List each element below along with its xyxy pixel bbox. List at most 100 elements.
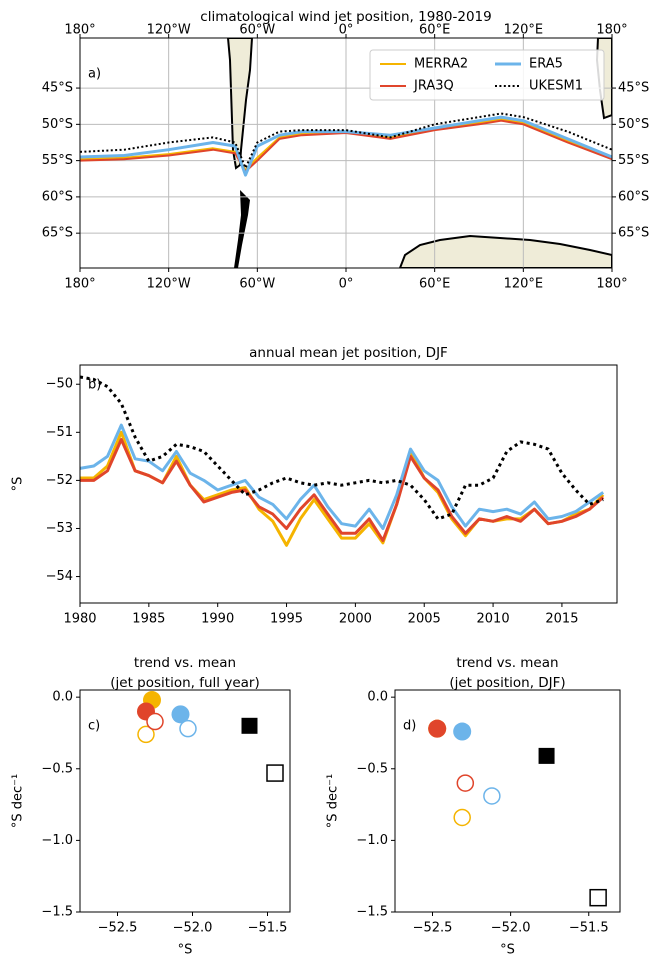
panel-label: d) (403, 719, 416, 734)
chart-title: trend vs. mean (456, 655, 558, 671)
x-tick-label: 120°E (504, 277, 544, 292)
y-tick-label: −1.0 (41, 833, 73, 848)
marker (179, 719, 197, 738)
y-tick-label: 45°S (42, 81, 73, 96)
x-tick-label: −51.5 (248, 921, 288, 936)
x-tick-label: 180° (596, 23, 627, 38)
y-axis-label: °S (11, 477, 26, 492)
x-tick-label: −52.0 (173, 921, 213, 936)
x-tick-label: 2000 (339, 612, 372, 627)
chart-title: trend vs. mean (134, 655, 236, 671)
marker (453, 808, 471, 827)
x-tick-label: 1995 (270, 612, 303, 627)
y-tick-label: −54 (46, 569, 73, 584)
chart-title: climatological wind jet position, 1980-2… (200, 9, 491, 25)
y-tick-label: 65°S (42, 226, 73, 241)
antarctica (398, 234, 612, 268)
x-tick-label: 60°E (419, 277, 450, 292)
chart-title: (jet position, DJF) (449, 675, 565, 691)
y-tick-label: −50 (46, 377, 73, 392)
marker (589, 888, 607, 907)
x-tick-label: −52.5 (413, 921, 453, 936)
marker (428, 719, 447, 738)
y-tick-label: −1.5 (356, 905, 388, 920)
series-line (80, 438, 605, 542)
legend-label: ERA5 (529, 57, 563, 72)
x-tick-label: −52.0 (491, 921, 531, 936)
x-tick-label: 2010 (477, 612, 510, 627)
x-tick-label: 120°E (504, 23, 544, 38)
chart-title: annual mean jet position, DJF (249, 345, 448, 361)
south-america (226, 38, 254, 170)
series-line (80, 112, 612, 169)
series-line (80, 430, 605, 547)
series-line (80, 118, 612, 172)
marker (538, 747, 555, 764)
marker (241, 717, 258, 734)
axes-frame (79, 689, 291, 913)
y-tick-label: 65°S (618, 226, 649, 241)
y-tick-label: 0.0 (367, 690, 388, 705)
marker (146, 712, 164, 731)
axes-frame (79, 364, 618, 604)
y-tick-label: 55°S (618, 153, 649, 168)
series-line (80, 119, 612, 173)
x-tick-label: 60°E (419, 23, 450, 38)
x-tick-label: 120°W (147, 23, 191, 38)
x-tick-label: 180° (64, 23, 95, 38)
chart-title: (jet position, full year) (110, 675, 259, 691)
x-tick-label: 120°W (147, 277, 191, 292)
y-tick-label: −0.5 (41, 761, 73, 776)
x-tick-label: 180° (596, 277, 627, 292)
antarctic-peninsula (234, 190, 250, 268)
marker (171, 705, 190, 724)
x-tick-label: 0° (339, 277, 354, 292)
marker (137, 725, 155, 744)
x-tick-label: 2015 (545, 612, 578, 627)
marker (453, 722, 472, 741)
x-tick-label: 60°W (239, 23, 275, 38)
legend-label: MERRA2 (414, 57, 468, 72)
y-tick-label: 55°S (42, 153, 73, 168)
panel-label: b) (88, 378, 101, 393)
y-tick-label: 60°S (618, 189, 649, 204)
legend-label: JRA3Q (413, 79, 454, 94)
y-tick-label: −52 (46, 473, 73, 488)
legend-box (369, 49, 605, 101)
axes-frame (394, 689, 621, 913)
y-axis-label: °S dec⁻¹ (11, 774, 26, 828)
y-tick-label: −1.5 (41, 905, 73, 920)
y-tick-label: −0.5 (356, 761, 388, 776)
marker (456, 774, 475, 792)
y-tick-label: −1.0 (356, 833, 388, 848)
x-axis-label: °S (500, 943, 515, 958)
series-line (79, 423, 605, 530)
y-tick-label: 50°S (42, 117, 73, 132)
axes-frame (79, 37, 613, 269)
y-tick-label: −53 (46, 521, 73, 536)
y-tick-label: 0.0 (52, 690, 73, 705)
panel-label: c) (88, 719, 100, 734)
y-tick-label: 45°S (618, 81, 649, 96)
series-line (80, 115, 612, 177)
marker (266, 764, 284, 782)
y-tick-label: 60°S (42, 189, 73, 204)
x-tick-label: −52.5 (98, 921, 138, 936)
y-tick-label: −51 (46, 425, 73, 440)
marker (483, 787, 501, 805)
x-tick-label: 1985 (132, 612, 165, 627)
x-tick-label: 180° (64, 277, 95, 292)
series-line (79, 375, 604, 521)
x-tick-label: −51.5 (569, 921, 609, 936)
land (226, 38, 612, 268)
y-tick-label: 50°S (618, 117, 649, 132)
x-axis-label: °S (178, 943, 193, 958)
x-tick-label: 0° (339, 23, 354, 38)
legend-label: UKESM1 (529, 79, 583, 94)
x-tick-label: 60°W (239, 277, 275, 292)
x-tick-label: 1990 (201, 612, 234, 627)
panel-label: a) (88, 67, 101, 82)
x-tick-label: 2005 (408, 612, 441, 627)
x-tick-label: 1980 (63, 612, 96, 627)
